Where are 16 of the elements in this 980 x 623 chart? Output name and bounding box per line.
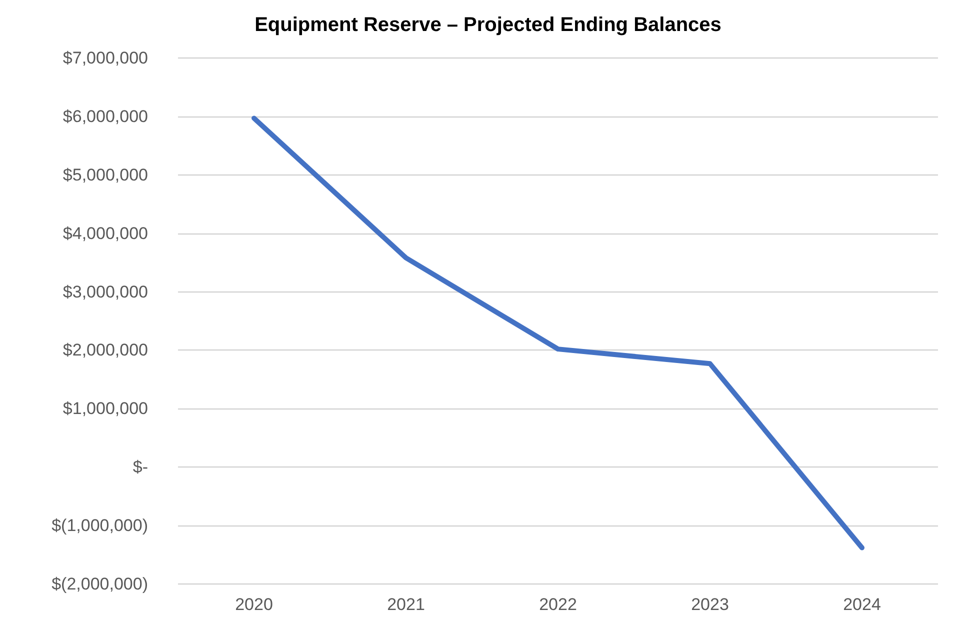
chart-title: Equipment Reserve – Projected Ending Balances: [254, 14, 722, 36]
x-tick-label: 2022: [539, 595, 577, 614]
y-tick-label: $3,000,000: [62, 282, 148, 302]
y-tick-label: $(1,000,000): [52, 516, 148, 536]
y-tick-label: $7,000,000: [62, 48, 148, 68]
x-tick-label: 2020: [235, 595, 273, 614]
y-tick-label: $5,000,000: [62, 165, 148, 184]
y-tick-label: $6,000,000: [62, 106, 148, 126]
y-tick-label: $(2,000,000): [52, 574, 148, 594]
y-tick-label: $4,000,000: [62, 224, 148, 243]
x-tick-label: 2023: [691, 595, 729, 614]
y-tick-label: $-: [132, 458, 148, 477]
y-tick-label: $1,000,000: [62, 399, 148, 418]
y-tick-label: $2,000,000: [62, 340, 148, 360]
x-tick-label: 2021: [387, 595, 425, 614]
x-tick-label: 2024: [843, 595, 881, 614]
